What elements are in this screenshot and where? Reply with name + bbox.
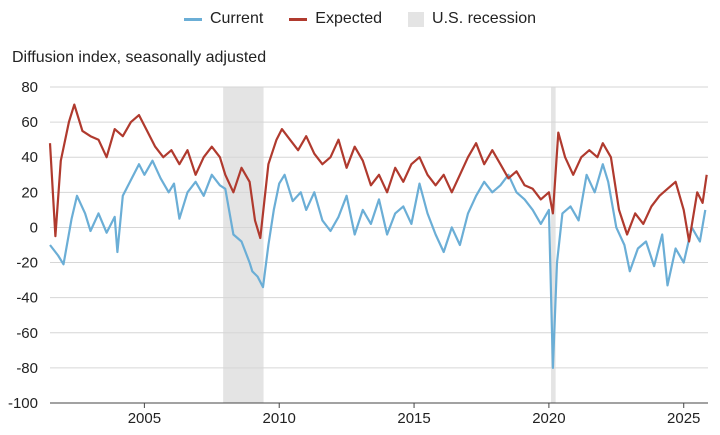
recession-band-1 bbox=[551, 87, 556, 403]
y-tick-label: 40 bbox=[21, 149, 38, 166]
y-tick-label: 60 bbox=[21, 114, 38, 131]
x-tick-label: 2025 bbox=[667, 410, 700, 427]
legend-label-expected: Expected bbox=[315, 10, 383, 27]
y-tick-label: 80 bbox=[21, 79, 38, 96]
legend-swatch-expected bbox=[289, 17, 308, 21]
legend-label-current: Current bbox=[209, 10, 264, 27]
x-tick-label: 2020 bbox=[532, 410, 565, 427]
y-tick-label: -20 bbox=[16, 255, 38, 272]
legend-swatch-current bbox=[183, 17, 202, 21]
x-tick-label: 2015 bbox=[397, 410, 430, 427]
legend-item-expected: Expected bbox=[289, 10, 382, 28]
legend-item-recession: U.S. recession bbox=[408, 10, 536, 28]
y-axis-label: Diffusion index, seasonally adjusted bbox=[12, 49, 267, 66]
series-line-current bbox=[49, 159, 707, 369]
y-tick-label: -80 bbox=[16, 360, 38, 377]
legend-item-current: Current bbox=[183, 10, 264, 28]
y-tick-label: -40 bbox=[16, 290, 38, 307]
x-tick-label: 2010 bbox=[263, 410, 296, 427]
legend-label-recession: U.S. recession bbox=[432, 10, 537, 27]
legend: Current Expected U.S. recession bbox=[0, 10, 720, 28]
legend-swatch-recession bbox=[408, 11, 425, 27]
series-line-expected bbox=[48, 103, 708, 243]
y-tick-label: 20 bbox=[21, 184, 38, 201]
x-tick-label: 2005 bbox=[128, 410, 161, 427]
y-tick-label: -60 bbox=[16, 325, 38, 342]
y-tick-label: -100 bbox=[8, 395, 38, 412]
y-tick-label: 0 bbox=[30, 219, 38, 236]
